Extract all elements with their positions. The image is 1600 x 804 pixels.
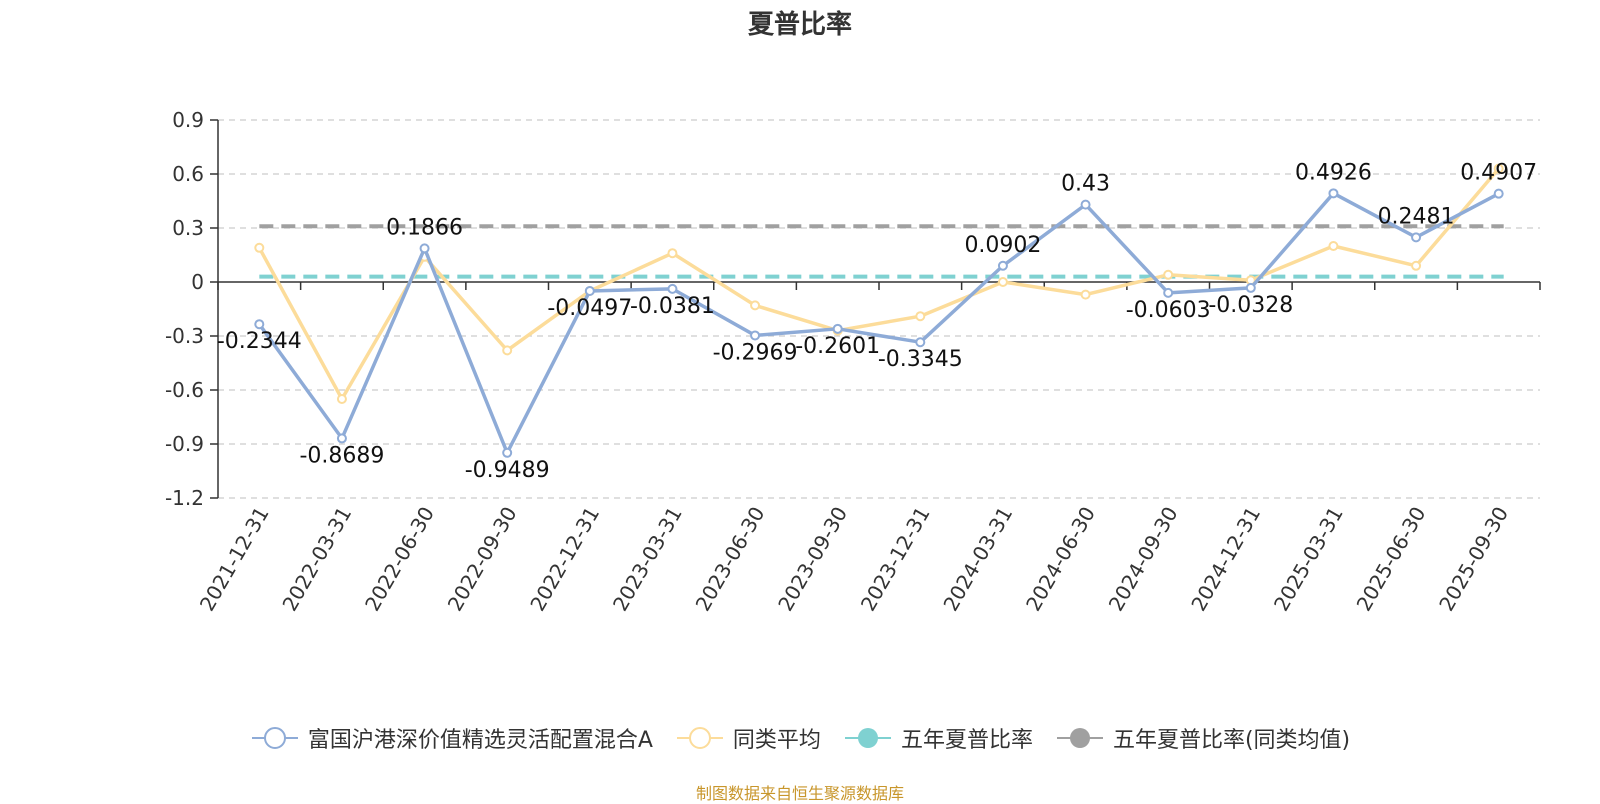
legend-label: 同类平均 <box>732 728 821 753</box>
data-label: 0.43 <box>1061 172 1110 197</box>
data-point <box>915 311 926 322</box>
data-point <box>1080 199 1091 210</box>
hollow-circle-icon <box>251 727 298 749</box>
data-label: -0.0497 <box>547 296 632 321</box>
data-point <box>502 447 513 458</box>
data-point <box>1245 282 1256 293</box>
chart-title: 夏普比率 <box>747 10 852 40</box>
x-tick-label: 2023-06-30 <box>690 503 769 616</box>
data-point <box>997 260 1008 271</box>
data-point <box>254 242 265 253</box>
legend: 富国沪港深价值精选灵活配置混合A 同类平均 五年夏普比率 五年夏普比率(同类均值) <box>0 722 1600 754</box>
data-label: -0.2969 <box>713 340 798 365</box>
source-note: 制图数据来自恒生聚源数据库 <box>695 784 904 803</box>
data-point <box>1411 232 1422 243</box>
data-label: -0.0381 <box>630 294 715 319</box>
x-tick-label: 2024-03-31 <box>938 503 1017 616</box>
data-point <box>1163 269 1174 280</box>
x-tick-label: 2022-12-31 <box>525 503 604 616</box>
data-point <box>502 345 513 356</box>
filled-circle-icon <box>844 728 891 748</box>
data-point <box>584 285 595 296</box>
x-tick-label: 2025-06-30 <box>1351 503 1430 616</box>
data-point <box>997 277 1008 287</box>
x-tick-label: 2025-03-31 <box>1269 503 1348 616</box>
x-tick-label: 2023-03-31 <box>608 503 687 616</box>
x-tick-label: 2024-12-31 <box>1186 503 1265 616</box>
x-tick-label: 2024-09-30 <box>1104 503 1183 616</box>
data-label: -0.8689 <box>299 443 384 468</box>
series-line <box>257 167 1501 401</box>
reference-lines <box>259 224 1504 279</box>
x-tick-label: 2022-09-30 <box>443 503 522 616</box>
y-tick-label: -0.3 <box>165 324 204 348</box>
data-label: 0.0902 <box>964 233 1041 258</box>
y-tick-label: -0.9 <box>165 432 204 456</box>
x-tick-label: 2025-09-30 <box>1434 503 1513 616</box>
legend-item[interactable]: 五年夏普比率 <box>843 722 1033 754</box>
data-label: 0.2481 <box>1378 204 1455 229</box>
data-label: -0.2344 <box>217 329 302 354</box>
data-point <box>667 248 678 259</box>
data-labels: -0.2344 -0.8689 0.1866 -0.9489 -0.0497-0.038… <box>217 160 1537 482</box>
y-tick-label: -1.2 <box>165 486 204 510</box>
data-point <box>1493 163 1504 174</box>
data-point <box>1163 287 1174 298</box>
data-label: -0.2601 <box>795 334 880 359</box>
legend-label: 富国沪港深价值精选灵活配置混合A <box>307 728 653 753</box>
data-label: 0.4907 <box>1460 161 1537 186</box>
x-tick-label: 2022-06-30 <box>360 503 439 616</box>
data-point <box>1080 289 1091 300</box>
data-label: 0.1866 <box>386 215 463 240</box>
data-point <box>750 300 761 311</box>
data-point <box>1328 241 1339 251</box>
hollow-circle-icon <box>676 727 723 749</box>
legend-item[interactable]: 富国沪港深价值精选灵活配置混合A <box>250 722 653 754</box>
data-label: -0.3345 <box>878 347 963 372</box>
data-point <box>750 330 761 341</box>
data-point <box>336 394 347 404</box>
x-tick-label: 2024-06-30 <box>1021 503 1100 616</box>
data-point <box>419 243 430 254</box>
legend-label: 五年夏普比率 <box>900 728 1033 753</box>
legend-label: 五年夏普比率(同类均值) <box>1112 728 1351 753</box>
series-layer <box>254 163 1504 458</box>
data-label: -0.9489 <box>465 458 550 483</box>
data-point <box>1411 260 1422 271</box>
data-point <box>832 323 843 334</box>
x-tick-label: 2023-09-30 <box>773 503 852 616</box>
data-point <box>1493 188 1504 199</box>
x-tick-label: 2022-03-31 <box>277 503 356 616</box>
legend-item[interactable]: 同类平均 <box>675 722 821 754</box>
x-tick-label: 2023-12-31 <box>856 503 935 616</box>
data-label: 0.4926 <box>1295 160 1372 185</box>
data-point <box>915 337 926 348</box>
legend-item[interactable]: 五年夏普比率(同类均值) <box>1055 722 1350 754</box>
data-point <box>667 283 678 294</box>
data-point <box>254 319 265 330</box>
data-label: -0.0328 <box>1208 293 1293 318</box>
y-tick-label: -0.6 <box>165 378 204 402</box>
filled-circle-icon <box>1056 728 1103 748</box>
data-label: -0.0603 <box>1126 298 1211 323</box>
x-tick-label: 2021-12-31 <box>195 503 274 616</box>
y-tick-label: 0 <box>191 270 204 294</box>
y-tick-label: 0.9 <box>172 108 204 132</box>
y-tick-label: 0.6 <box>172 162 204 186</box>
series-line <box>257 191 1500 455</box>
data-point <box>1328 188 1339 199</box>
data-point <box>336 433 347 444</box>
y-tick-label: 0.3 <box>172 216 204 240</box>
